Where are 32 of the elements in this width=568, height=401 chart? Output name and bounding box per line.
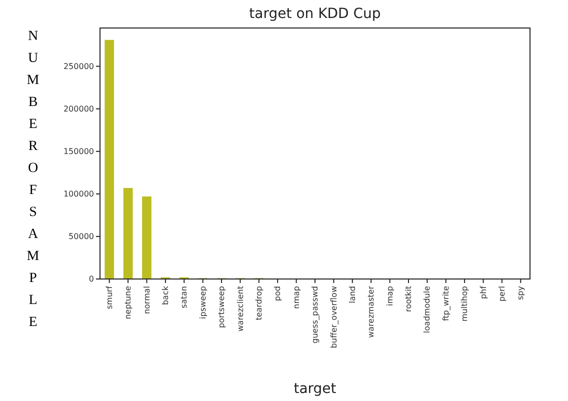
y-tick-label: 250000 [63, 62, 94, 71]
chart-title: target on KDD Cup [249, 6, 381, 22]
x-tick-label: loadmodule [422, 286, 432, 334]
x-tick-label: normal [142, 286, 152, 314]
x-axis-title: target [294, 381, 337, 397]
y-tick-label: 0 [88, 274, 94, 284]
x-tick-label: warezclient [236, 286, 245, 332]
x-tick-label: nmap [292, 286, 301, 309]
y-tick-label: 200000 [63, 104, 94, 114]
x-tick-label: smurf [104, 286, 114, 310]
x-tick-label: spy [516, 286, 526, 300]
x-tick-label: ipsweep [198, 286, 208, 319]
x-tick-label: teardrop [254, 286, 264, 320]
x-tick-label: warezmaster [366, 285, 376, 338]
x-tick-label: satan [180, 286, 189, 308]
x-tick-label: buffer_overflow [329, 286, 338, 348]
x-tick-label: back [160, 286, 170, 306]
x-tick-label: ftp_write [441, 286, 450, 322]
x-tick-label: land [348, 286, 357, 304]
y-tick-label: 100000 [63, 189, 94, 198]
x-tick-label: guess_passwd [310, 286, 320, 344]
y-tick-label: 50000 [68, 232, 94, 242]
y-tick-label: 150000 [63, 146, 94, 156]
x-tick-label: perl [498, 286, 507, 302]
text: NUMBER OF SAMPLE [26, 29, 40, 330]
x-tick-label: rootkit [404, 286, 414, 312]
x-tick-label: portsweep [217, 286, 226, 328]
x-tick-label: pod [273, 286, 282, 302]
x-tick-label: neptune [124, 286, 133, 320]
x-tick-label: phf [478, 286, 488, 299]
x-tick-label: imap [385, 286, 394, 306]
x-tick-label: multihop [460, 286, 470, 322]
